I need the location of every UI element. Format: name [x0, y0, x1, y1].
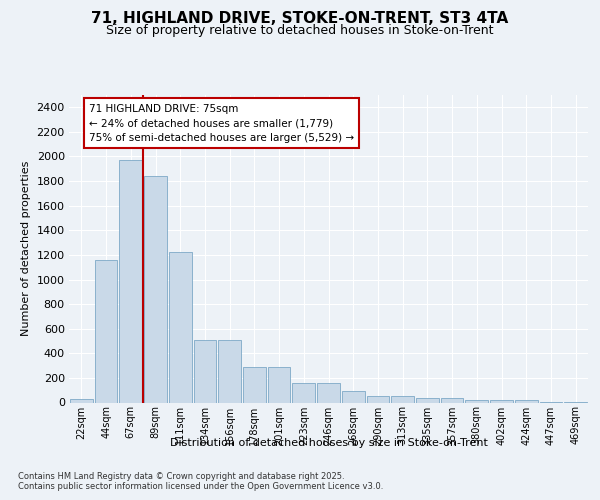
- Text: Distribution of detached houses by size in Stoke-on-Trent: Distribution of detached houses by size …: [170, 438, 488, 448]
- Bar: [342, 392, 365, 402]
- Text: 71 HIGHLAND DRIVE: 75sqm
← 24% of detached houses are smaller (1,779)
75% of sem: 71 HIGHLAND DRIVE: 75sqm ← 24% of detach…: [89, 104, 354, 143]
- Bar: [70, 399, 93, 402]
- Bar: [416, 398, 439, 402]
- Bar: [292, 384, 315, 402]
- Bar: [367, 396, 389, 402]
- Y-axis label: Number of detached properties: Number of detached properties: [21, 161, 31, 336]
- Bar: [169, 252, 191, 402]
- Bar: [441, 398, 463, 402]
- Bar: [243, 367, 266, 402]
- Bar: [194, 340, 216, 402]
- Text: Size of property relative to detached houses in Stoke-on-Trent: Size of property relative to detached ho…: [106, 24, 494, 37]
- Bar: [268, 367, 290, 402]
- Bar: [144, 176, 167, 402]
- Text: Contains HM Land Registry data © Crown copyright and database right 2025.: Contains HM Land Registry data © Crown c…: [18, 472, 344, 481]
- Bar: [218, 340, 241, 402]
- Bar: [119, 160, 142, 402]
- Bar: [391, 396, 414, 402]
- Bar: [95, 260, 118, 402]
- Bar: [490, 400, 513, 402]
- Bar: [317, 384, 340, 402]
- Bar: [466, 400, 488, 402]
- Bar: [515, 400, 538, 402]
- Text: 71, HIGHLAND DRIVE, STOKE-ON-TRENT, ST3 4TA: 71, HIGHLAND DRIVE, STOKE-ON-TRENT, ST3 …: [91, 11, 509, 26]
- Text: Contains public sector information licensed under the Open Government Licence v3: Contains public sector information licen…: [18, 482, 383, 491]
